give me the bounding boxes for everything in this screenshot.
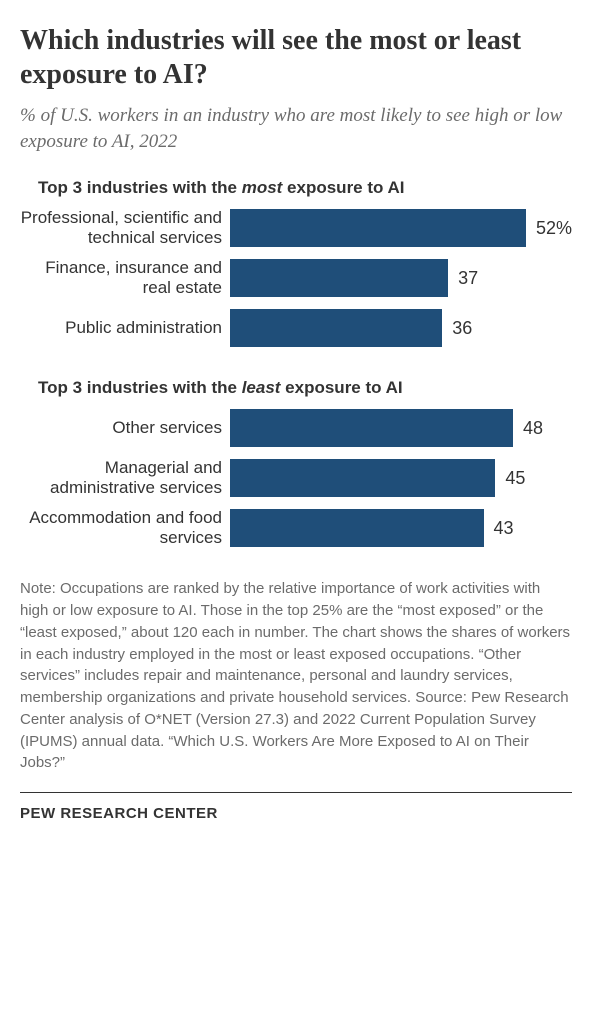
bar-fill bbox=[230, 259, 448, 297]
bar-value: 45 bbox=[505, 468, 525, 489]
bar-label: Public administration bbox=[20, 318, 230, 338]
bar-value: 36 bbox=[452, 318, 472, 339]
bar-fill bbox=[230, 209, 526, 247]
chart-section: Top 3 industries with the most exposure … bbox=[20, 178, 572, 350]
bar-value: 43 bbox=[494, 518, 514, 539]
bar-row: Public administration 36 bbox=[20, 306, 572, 350]
bar-row: Other services 48 bbox=[20, 406, 572, 450]
bar-label: Accommodation and food services bbox=[20, 508, 230, 549]
chart-container: Top 3 industries with the most exposure … bbox=[20, 178, 572, 550]
bar-label: Professional, scientific and technical s… bbox=[20, 208, 230, 249]
bar-label: Other services bbox=[20, 418, 230, 438]
footer-divider bbox=[20, 792, 572, 793]
chart-section: Top 3 industries with the least exposure… bbox=[20, 378, 572, 550]
bar-track: 45 bbox=[230, 456, 572, 500]
bar-row: Accommodation and food services 43 bbox=[20, 506, 572, 550]
section-header: Top 3 industries with the least exposure… bbox=[38, 378, 572, 398]
bar-fill bbox=[230, 409, 513, 447]
bar-label: Managerial and administrative services bbox=[20, 458, 230, 499]
section-header: Top 3 industries with the most exposure … bbox=[38, 178, 572, 198]
bar-fill bbox=[230, 309, 442, 347]
bar-track: 52% bbox=[230, 206, 572, 250]
chart-note: Note: Occupations are ranked by the rela… bbox=[20, 578, 572, 774]
bar-track: 48 bbox=[230, 406, 572, 450]
bar-track: 37 bbox=[230, 256, 572, 300]
chart-subtitle: % of U.S. workers in an industry who are… bbox=[20, 103, 572, 154]
bar-fill bbox=[230, 509, 484, 547]
bar-value: 52% bbox=[536, 218, 572, 239]
bar-track: 43 bbox=[230, 506, 572, 550]
bar-value: 48 bbox=[523, 418, 543, 439]
chart-title: Which industries will see the most or le… bbox=[20, 24, 572, 91]
bar-row: Professional, scientific and technical s… bbox=[20, 206, 572, 250]
footer-attribution: PEW RESEARCH CENTER bbox=[20, 805, 572, 822]
bar-value: 37 bbox=[458, 268, 478, 289]
bar-track: 36 bbox=[230, 306, 572, 350]
bar-row: Managerial and administrative services 45 bbox=[20, 456, 572, 500]
bar-fill bbox=[230, 459, 495, 497]
bar-label: Finance, insurance and real estate bbox=[20, 258, 230, 299]
bar-row: Finance, insurance and real estate 37 bbox=[20, 256, 572, 300]
